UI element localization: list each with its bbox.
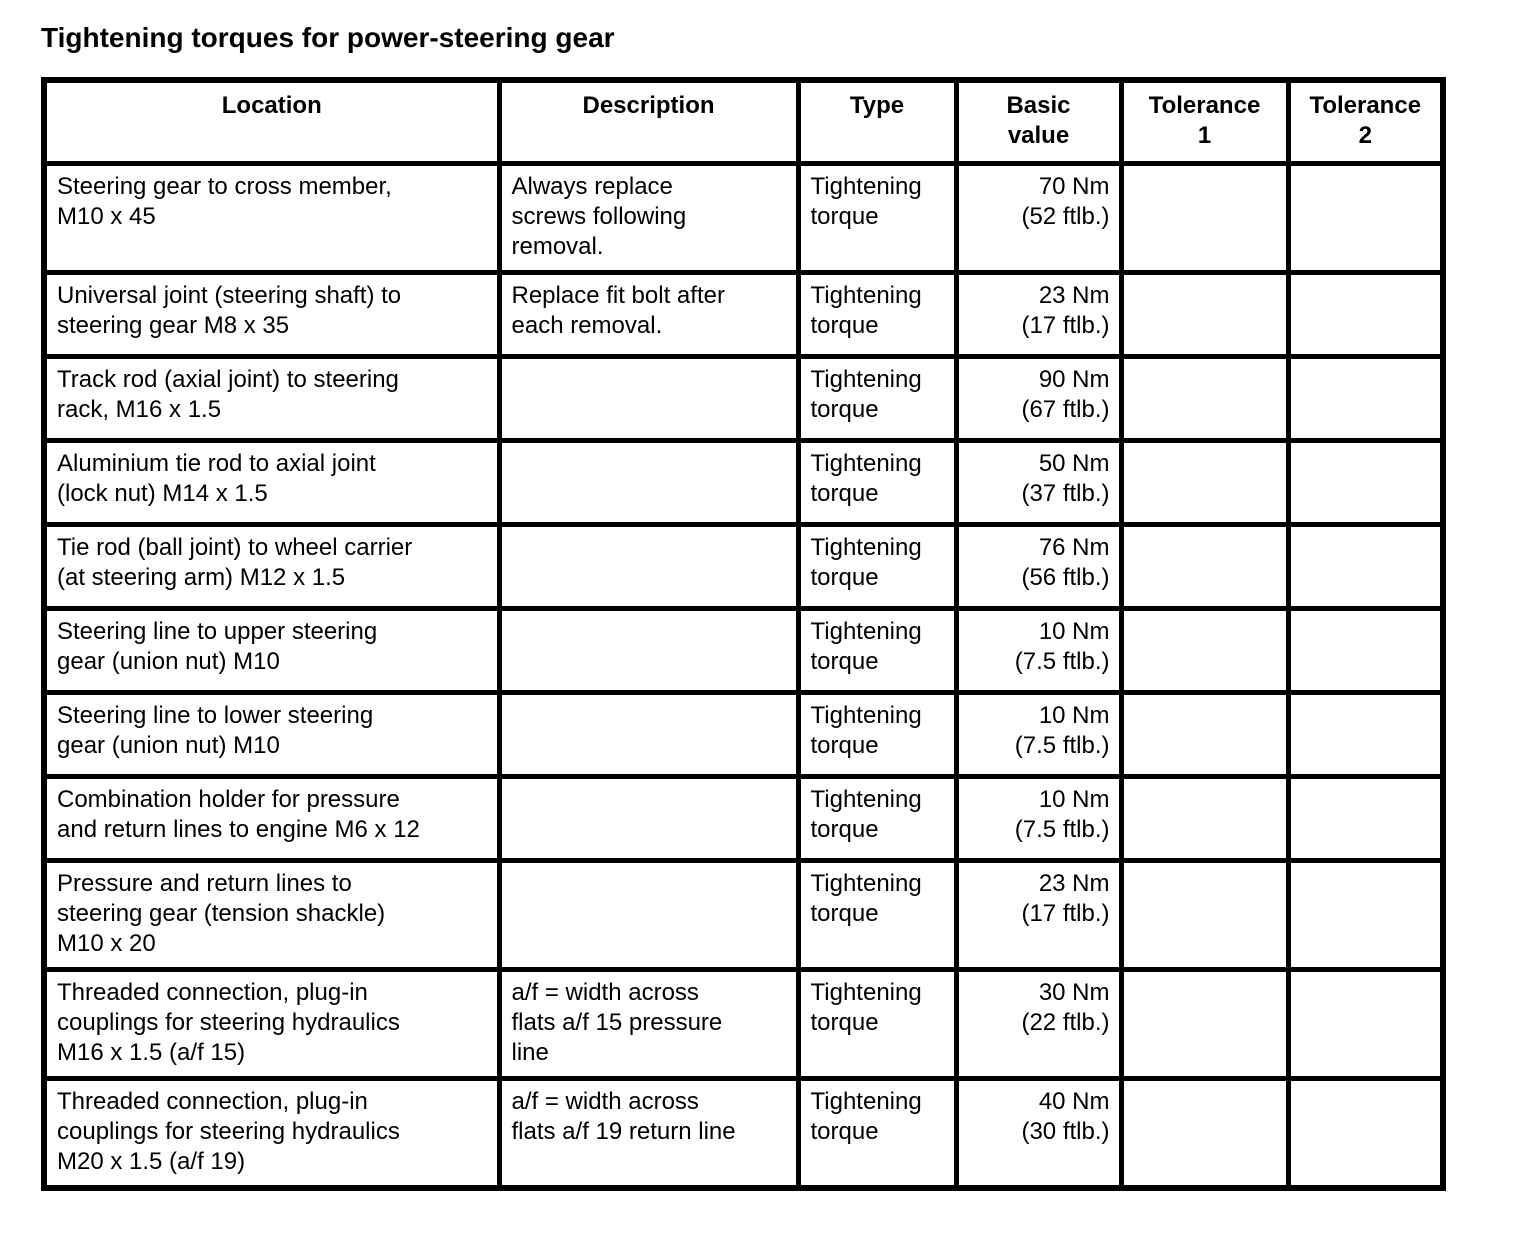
cell-type: Tightening torque [795,1075,959,1190]
cell-tolerance-1 [1118,269,1291,359]
cell-type: Tightening torque [795,773,959,863]
cell-tolerance-2 [1285,353,1446,443]
cell-tolerance-1 [1118,353,1291,443]
cell-location: Threaded connection, plug-in couplings f… [41,1075,502,1190]
cell-tolerance-1 [1118,521,1291,611]
cell-description: Replace fit bolt after each removal. [496,269,801,359]
cell-location: Threaded connection, plug-in couplings f… [41,966,502,1081]
header-cell-type: Type [795,77,959,166]
cell-description [496,437,801,527]
table-row: Steering line to lower steering gear (un… [41,689,1446,779]
cell-location: Steering line to lower steering gear (un… [41,689,502,779]
cell-tolerance-2 [1285,160,1446,275]
header-cell-tolerance-2: Tolerance 2 [1285,77,1446,166]
cell-basic-value: 70 Nm (52 ftlb.) [953,160,1124,275]
cell-basic-value: 40 Nm (30 ftlb.) [953,1075,1124,1190]
cell-tolerance-1 [1118,773,1291,863]
cell-tolerance-1 [1118,966,1291,1081]
cell-basic-value: 30 Nm (22 ftlb.) [953,966,1124,1081]
cell-description [496,353,801,443]
cell-basic-value: 50 Nm (37 ftlb.) [953,437,1124,527]
header-cell-location: Location [41,77,502,166]
cell-tolerance-2 [1285,966,1446,1081]
cell-location: Steering line to upper steering gear (un… [41,605,502,695]
cell-basic-value: 23 Nm (17 ftlb.) [953,269,1124,359]
header-row: Location Description Type Basic value To… [41,77,1446,166]
cell-location: Universal joint (steering shaft) to stee… [41,269,502,359]
table-row: Steering gear to cross member, M10 x 45 … [41,160,1446,275]
cell-location: Track rod (axial joint) to steering rack… [41,353,502,443]
header-cell-basic-value: Basic value [953,77,1124,166]
cell-location: Steering gear to cross member, M10 x 45 [41,160,502,275]
cell-type: Tightening torque [795,857,959,972]
cell-tolerance-2 [1285,269,1446,359]
cell-description [496,605,801,695]
cell-type: Tightening torque [795,605,959,695]
cell-type: Tightening torque [795,966,959,1081]
cell-basic-value: 76 Nm (56 ftlb.) [953,521,1124,611]
cell-tolerance-1 [1118,689,1291,779]
torque-table-header: Location Description Type Basic value To… [41,77,1446,166]
table-row: Aluminium tie rod to axial joint (lock n… [41,437,1446,527]
cell-type: Tightening torque [795,269,959,359]
cell-location: Pressure and return lines to steering ge… [41,857,502,972]
table-row: Steering line to upper steering gear (un… [41,605,1446,695]
cell-type: Tightening torque [795,437,959,527]
cell-tolerance-2 [1285,689,1446,779]
table-row: Pressure and return lines to steering ge… [41,857,1446,972]
cell-tolerance-2 [1285,521,1446,611]
header-cell-tolerance-1: Tolerance 1 [1118,77,1291,166]
cell-type: Tightening torque [795,521,959,611]
cell-tolerance-2 [1285,1075,1446,1190]
cell-description: a/f = width across flats a/f 19 return l… [496,1075,801,1190]
table-row: Universal joint (steering shaft) to stee… [41,269,1446,359]
table-row: Track rod (axial joint) to steering rack… [41,353,1446,443]
cell-tolerance-2 [1285,605,1446,695]
cell-description [496,689,801,779]
cell-description [496,521,801,611]
cell-basic-value: 10 Nm (7.5 ftlb.) [953,605,1124,695]
cell-tolerance-1 [1118,605,1291,695]
page-title: Tightening torques for power-steering ge… [41,22,615,53]
header-cell-description: Description [496,77,801,166]
cell-basic-value: 23 Nm (17 ftlb.) [953,857,1124,972]
cell-tolerance-1 [1118,1075,1291,1190]
cell-description [496,773,801,863]
cell-basic-value: 90 Nm (67 ftlb.) [953,353,1124,443]
table-row: Combination holder for pressure and retu… [41,773,1446,863]
cell-tolerance-2 [1285,857,1446,972]
cell-description: Always replace screws following removal. [496,160,801,275]
table-row: Threaded connection, plug-in couplings f… [41,1075,1446,1190]
cell-tolerance-1 [1118,160,1291,275]
cell-tolerance-2 [1285,437,1446,527]
torque-table-body: Steering gear to cross member, M10 x 45 … [41,160,1446,1190]
cell-location: Tie rod (ball joint) to wheel carrier (a… [41,521,502,611]
cell-description: a/f = width across flats a/f 15 pressure… [496,966,801,1081]
table-row: Threaded connection, plug-in couplings f… [41,966,1446,1081]
cell-basic-value: 10 Nm (7.5 ftlb.) [953,773,1124,863]
cell-type: Tightening torque [795,353,959,443]
torque-table: Location Description Type Basic value To… [41,77,1446,1191]
cell-type: Tightening torque [795,689,959,779]
cell-tolerance-2 [1285,773,1446,863]
cell-description [496,857,801,972]
cell-type: Tightening torque [795,160,959,275]
cell-basic-value: 10 Nm (7.5 ftlb.) [953,689,1124,779]
cell-tolerance-1 [1118,857,1291,972]
cell-location: Aluminium tie rod to axial joint (lock n… [41,437,502,527]
table-row: Tie rod (ball joint) to wheel carrier (a… [41,521,1446,611]
cell-tolerance-1 [1118,437,1291,527]
cell-location: Combination holder for pressure and retu… [41,773,502,863]
